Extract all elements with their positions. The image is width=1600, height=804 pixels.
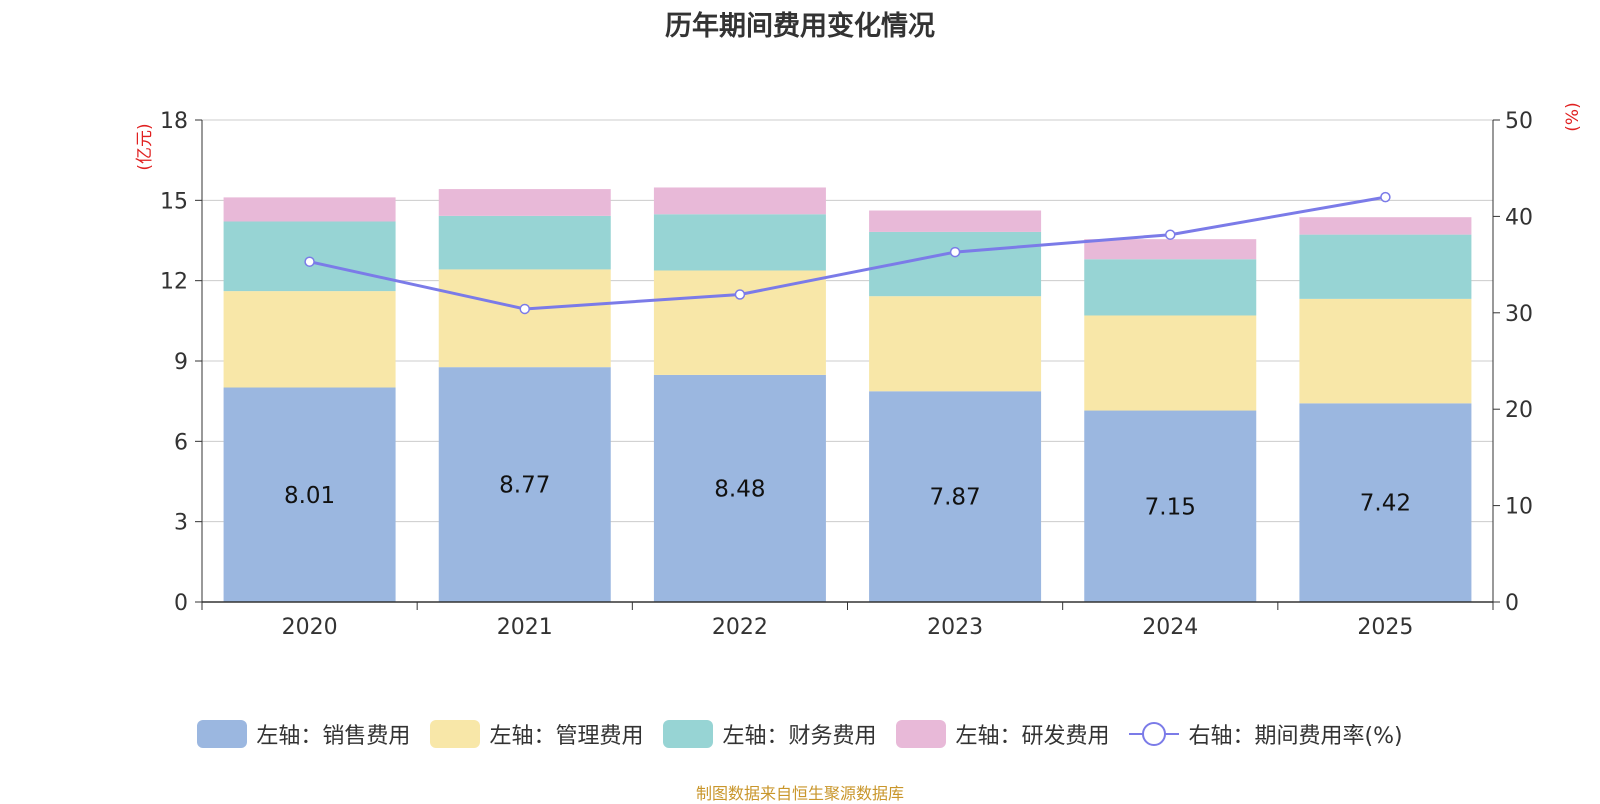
legend-swatch-rnd xyxy=(896,720,947,748)
bar-segment-4 xyxy=(869,210,1042,232)
legend-swatch-finance xyxy=(663,720,714,748)
x-tick-label: 2022 xyxy=(712,615,768,640)
bar-data-label: 7.42 xyxy=(1360,491,1411,517)
bar-data-label: 8.77 xyxy=(499,473,550,499)
bar-segment-3 xyxy=(653,214,826,271)
y-left-tick-label: 12 xyxy=(160,270,188,295)
bar-data-label: 7.15 xyxy=(1145,494,1196,520)
y-left-tick-label: 15 xyxy=(160,189,188,214)
legend-item-rnd[interactable]: 左轴：研发费用 xyxy=(896,718,1109,750)
rate-point xyxy=(1380,191,1391,203)
y-right-axis-label: (%) xyxy=(1563,102,1583,131)
legend-line-icon xyxy=(1129,720,1180,748)
y-right-tick-label: 30 xyxy=(1505,302,1533,327)
bar-segment-2 xyxy=(869,296,1042,392)
bar-segment-1 xyxy=(1084,410,1257,602)
x-tick-label: 2021 xyxy=(497,615,553,640)
y-right-tick-label: 0 xyxy=(1505,591,1519,616)
bar-segment-4 xyxy=(653,187,826,215)
chart-title: 历年期间费用变化情况 xyxy=(665,11,935,42)
bar-segment-4 xyxy=(1084,239,1257,260)
bar-segment-2 xyxy=(653,270,826,375)
bar-data-label: 8.48 xyxy=(714,476,765,502)
legend-label-rnd: 左轴：研发费用 xyxy=(955,724,1110,749)
rate-point xyxy=(734,289,746,300)
data-source-note: 制图数据来自恒生聚源数据库 xyxy=(695,784,904,803)
y-left-tick-label: 9 xyxy=(174,350,188,375)
legend-swatch-admin xyxy=(430,720,481,748)
legend-item-admin[interactable]: 左轴：管理费用 xyxy=(430,718,643,750)
x-tick-label: 2020 xyxy=(282,615,338,640)
legend-label-admin: 左轴：管理费用 xyxy=(489,724,644,749)
legend-item-rate[interactable]: 右轴：期间费用率(%) xyxy=(1129,718,1403,750)
rate-point xyxy=(304,256,315,267)
legend-label-rate: 右轴：期间费用率(%) xyxy=(1188,724,1403,749)
legend: 左轴：销售费用 左轴：管理费用 左轴：财务费用 左轴：研发费用 右轴：期间费用率… xyxy=(0,718,1600,750)
bar-data-label: 7.87 xyxy=(929,485,980,511)
y-right-tick-label: 40 xyxy=(1505,205,1533,230)
y-right-tick-label: 10 xyxy=(1505,495,1533,520)
y-left-tick-label: 3 xyxy=(174,511,188,536)
bar-segment-2 xyxy=(1084,315,1257,411)
bar-segment-1 xyxy=(869,391,1042,602)
bar-segment-3 xyxy=(1299,234,1472,299)
legend-swatch-sales xyxy=(197,720,248,748)
x-tick-label: 2023 xyxy=(927,615,983,640)
bar-segment-4 xyxy=(1299,217,1472,235)
bar-segment-2 xyxy=(1299,298,1472,404)
y-right-tick-label: 20 xyxy=(1505,398,1533,423)
y-left-tick-label: 0 xyxy=(174,591,188,616)
rate-point xyxy=(519,303,530,315)
bar-segment-1 xyxy=(223,387,396,602)
bar-segment-3 xyxy=(223,221,396,292)
x-tick-label: 2024 xyxy=(1142,615,1198,640)
bar-segment-1 xyxy=(1299,403,1472,602)
legend-item-finance[interactable]: 左轴：财务费用 xyxy=(663,718,876,750)
rate-point xyxy=(949,246,961,258)
legend-label-finance: 左轴：财务费用 xyxy=(722,724,877,749)
bar-segment-4 xyxy=(223,197,396,222)
x-tick-label: 2025 xyxy=(1357,615,1413,640)
bar-segment-2 xyxy=(223,291,396,388)
legend-item-sales[interactable]: 左轴：销售费用 xyxy=(197,718,410,750)
y-left-tick-label: 18 xyxy=(160,109,188,134)
rate-point xyxy=(1165,229,1176,240)
bar-segment-1 xyxy=(653,374,826,602)
y-right-tick-label: 50 xyxy=(1505,109,1533,134)
bar-data-label: 8.01 xyxy=(284,483,335,509)
y-left-axis-label: (亿元) xyxy=(135,123,155,170)
bar-segment-3 xyxy=(1084,259,1257,316)
y-left-tick-label: 6 xyxy=(174,430,188,455)
rate-line xyxy=(309,195,1386,311)
bar-segment-1 xyxy=(438,367,611,602)
bar-segment-3 xyxy=(438,215,611,270)
bar-segment-4 xyxy=(438,189,611,216)
legend-label-sales: 左轴：销售费用 xyxy=(256,724,411,749)
bar-segment-2 xyxy=(438,269,611,368)
